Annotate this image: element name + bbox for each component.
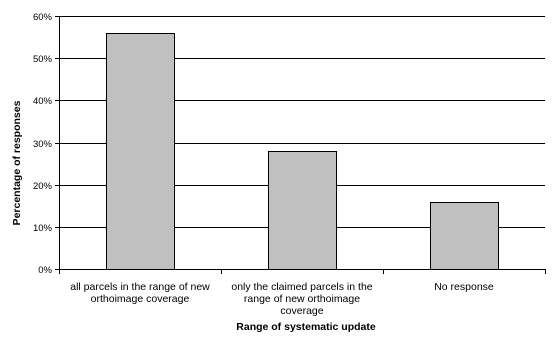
y-tick-label: 10% xyxy=(33,223,53,234)
y-tick-label: 50% xyxy=(33,54,53,65)
bar xyxy=(430,202,499,270)
x-category-label: range of new orthoimage xyxy=(244,293,360,305)
x-category-label: orthoimage coverage xyxy=(91,293,190,305)
x-category-label: only the claimed parcels in the xyxy=(231,281,372,293)
y-axis-title: Percentage of responses xyxy=(11,100,23,225)
bars xyxy=(106,33,499,270)
bar xyxy=(106,33,175,270)
y-tick-label: 30% xyxy=(33,139,53,150)
y-tick-label: 0% xyxy=(38,265,52,276)
x-category-label: No response xyxy=(434,281,494,293)
axes xyxy=(55,16,546,274)
y-tick-label: 20% xyxy=(33,181,53,192)
y-tick-label: 40% xyxy=(33,96,53,107)
x-axis-title: Range of systematic update xyxy=(236,321,376,333)
x-category-label: all parcels in the range of new xyxy=(70,281,210,293)
x-category-labels: all parcels in the range of neworthoimag… xyxy=(70,281,494,317)
y-tick-label: 60% xyxy=(33,12,53,23)
bar xyxy=(268,151,337,270)
y-tick-labels: 0% 10% 20% 30% 40% 50% 60% xyxy=(33,12,53,276)
x-category-label: coverage xyxy=(280,305,323,317)
